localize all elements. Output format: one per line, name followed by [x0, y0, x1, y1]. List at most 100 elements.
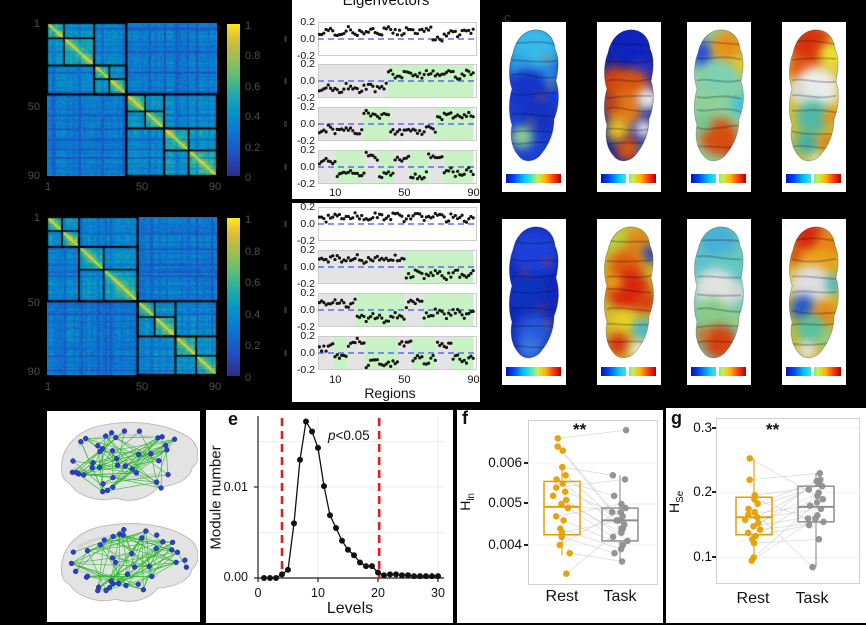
matrix1-xtick: 50 — [135, 181, 149, 193]
task-point — [804, 515, 812, 522]
eig-point — [353, 211, 357, 215]
eig-point — [455, 169, 460, 174]
brain-patch — [521, 269, 527, 275]
rest-point — [558, 533, 565, 541]
eig-point — [382, 87, 386, 91]
eig-point — [398, 28, 402, 32]
rest-points — [549, 435, 573, 577]
eigenvectors-title: Eigenvectors — [342, 0, 430, 9]
sulcus-line — [791, 109, 837, 114]
eig-point — [404, 305, 408, 310]
eig-point — [344, 81, 348, 86]
rest-point — [753, 513, 761, 521]
brain-colorbar — [601, 367, 656, 376]
eig-point — [389, 364, 393, 368]
eig-point — [393, 362, 397, 366]
pair-line — [560, 528, 622, 550]
network-node — [95, 587, 101, 594]
module-point — [405, 572, 411, 579]
brain-outline — [603, 29, 654, 162]
eig-point — [433, 74, 437, 78]
eig-point — [391, 31, 395, 35]
colorbar2-tick: 0.2 — [245, 340, 261, 353]
eig-point — [447, 311, 451, 315]
eig-point — [333, 132, 337, 136]
eig-point — [360, 258, 364, 263]
pair-line — [753, 502, 818, 558]
rest-point — [552, 513, 560, 520]
rest-point — [558, 500, 565, 508]
hln-significance: ** — [573, 420, 587, 439]
eig-point — [413, 172, 417, 176]
eig-point — [382, 218, 386, 222]
eig-point — [455, 353, 460, 357]
module-point — [321, 483, 327, 490]
eig-point — [375, 358, 379, 362]
brain-patch — [518, 336, 542, 358]
sulcus-line — [791, 57, 837, 62]
eig-point — [449, 166, 453, 170]
network-node — [97, 448, 103, 455]
eig-point — [451, 271, 455, 275]
network-node — [148, 450, 154, 457]
network-node — [72, 568, 79, 575]
eig-point — [406, 127, 411, 132]
eig-row-label-fragment — [284, 164, 287, 170]
module-point — [333, 524, 339, 531]
brain-patch — [607, 333, 629, 355]
eig-point — [429, 314, 433, 318]
eig-point — [393, 132, 397, 136]
brain-patch — [794, 130, 820, 156]
hse-ytick: 0.2 — [693, 484, 712, 499]
eig-point — [362, 171, 366, 175]
network-edge — [156, 449, 168, 483]
eig-point — [395, 130, 400, 134]
eig-point — [320, 299, 324, 303]
network-node — [154, 532, 160, 538]
network-edge — [103, 474, 169, 485]
task-point — [611, 549, 618, 557]
eig-point — [451, 69, 455, 74]
module-point — [261, 575, 267, 581]
sulcus-line — [511, 288, 557, 295]
eig-point — [422, 72, 426, 77]
brain-outline — [788, 226, 839, 359]
eig-point — [444, 316, 449, 321]
sulcus-line — [696, 95, 742, 100]
eig-row-label-fragment — [284, 221, 287, 227]
eig-point — [444, 277, 449, 282]
network-node — [164, 447, 170, 453]
module-point — [423, 573, 429, 580]
eig-point — [442, 215, 446, 219]
eig-point — [415, 297, 420, 302]
pair-line — [749, 458, 824, 500]
eigenvector-row — [318, 22, 477, 56]
brain-map-card — [597, 219, 661, 385]
pair-line — [754, 498, 809, 519]
brain-patch — [630, 341, 648, 358]
task-point — [624, 537, 631, 545]
module-xtick: 20 — [371, 586, 385, 600]
eig-xtick: 50 — [398, 187, 411, 199]
eig-point — [355, 33, 359, 38]
eig-point — [395, 211, 400, 215]
network-edge — [97, 445, 157, 483]
brain-patch — [796, 315, 826, 345]
hse-cat-rest: Rest — [736, 590, 770, 607]
eig-point — [400, 340, 404, 344]
brain-surface — [693, 29, 744, 162]
eig-point — [442, 32, 446, 36]
colorbar2-tick: 0.8 — [245, 245, 261, 258]
eig-point — [442, 312, 446, 316]
eig-point — [433, 358, 437, 362]
rest-point — [750, 539, 758, 547]
eig-point — [369, 82, 373, 86]
eig-point — [389, 173, 393, 177]
eig-point — [333, 159, 337, 164]
task-point — [621, 476, 629, 483]
network-edge — [97, 537, 143, 591]
sulcus-line — [696, 124, 742, 131]
eig-point — [364, 87, 368, 91]
eig-point — [360, 213, 364, 218]
eig-point — [455, 35, 460, 39]
